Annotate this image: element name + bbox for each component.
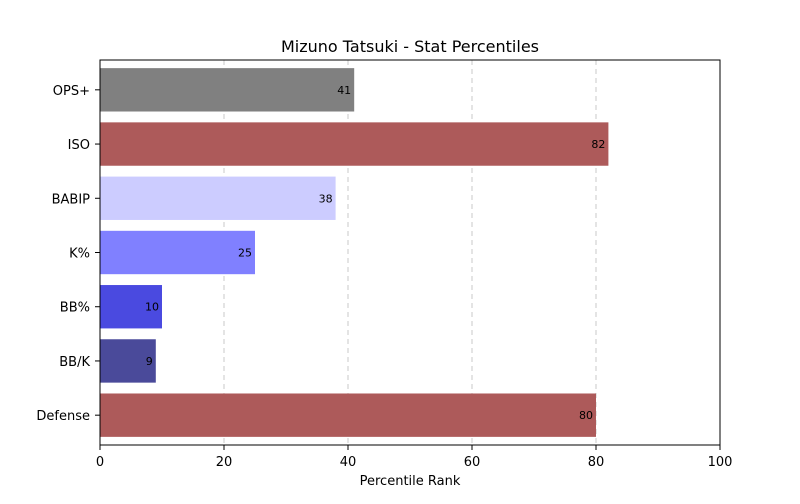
x-axis-ticks: 0 20 40 60 80 100 [96, 445, 733, 470]
x-tick-label: 100 [708, 455, 733, 470]
bar-k- [100, 230, 255, 275]
y-axis-ticks: OPS+ ISO BABIP K% BB% BB/K Defense [36, 84, 100, 424]
x-tick-label: 20 [216, 455, 233, 470]
y-tick-label: OPS+ [53, 84, 90, 99]
value-label: 80 [579, 409, 593, 422]
bar-defense [100, 393, 596, 437]
y-tick-label: BB% [60, 301, 90, 316]
y-tick-label: K% [69, 247, 90, 262]
value-label: 82 [591, 138, 605, 151]
y-tick-label: BABIP [52, 192, 91, 207]
value-label: 41 [337, 84, 351, 97]
x-tick-label: 0 [96, 455, 104, 470]
value-labels: 41 82 38 25 10 9 80 [145, 84, 605, 422]
x-tick-label: 60 [464, 455, 481, 470]
bar-iso [100, 122, 609, 166]
y-tick-label: BB/K [59, 355, 90, 370]
bars [100, 68, 609, 437]
value-label: 25 [238, 247, 252, 260]
value-label: 10 [145, 301, 159, 314]
grid-lines [223, 60, 597, 445]
y-tick-label: Defense [36, 409, 90, 424]
value-label: 38 [319, 192, 333, 205]
bar-bb- [100, 285, 162, 329]
value-label: 9 [146, 355, 153, 368]
bar-bb-k [100, 339, 156, 383]
y-tick-label: ISO [68, 138, 90, 153]
x-axis-label: Percentile Rank [360, 474, 461, 489]
x-tick-label: 80 [588, 455, 605, 470]
bar-ops- [100, 68, 355, 112]
chart-title: Mizuno Tatsuki - Stat Percentiles [281, 37, 539, 56]
bar-babip [100, 176, 336, 220]
x-tick-label: 40 [340, 455, 357, 470]
